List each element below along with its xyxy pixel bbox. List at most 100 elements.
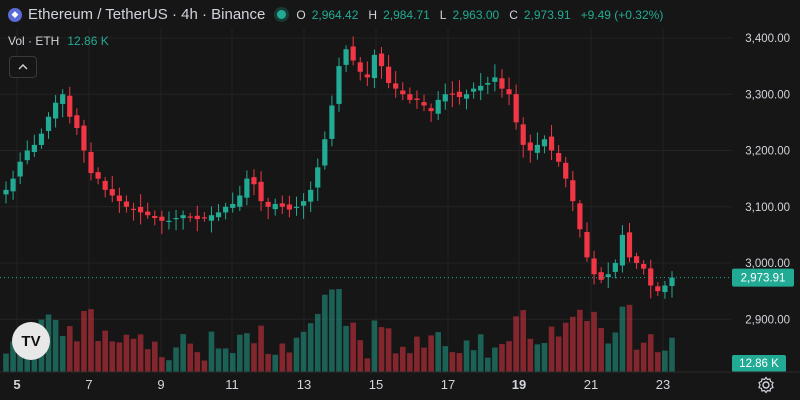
volume-bar (52, 319, 59, 372)
open-label: O (296, 7, 306, 22)
volume-bar (74, 341, 80, 372)
candle-body (648, 268, 654, 286)
ethereum-icon: ◆ (8, 7, 22, 22)
last-price-label: 2,973.91 (741, 273, 786, 285)
candle-body (102, 180, 108, 190)
candle-body (215, 212, 222, 218)
candle-body (414, 98, 420, 100)
chevron-up-icon (18, 64, 28, 70)
x-tick-label: 19 (512, 377, 526, 392)
volume-bar (265, 353, 271, 372)
x-tick-label: 13 (297, 377, 311, 392)
candle-body (322, 139, 328, 166)
high-value: 2,984.71 (383, 7, 430, 22)
volume-bar (300, 331, 307, 372)
volume-badge-label: 12.86 K (739, 358, 779, 370)
candle-body (343, 49, 349, 65)
candle-body (591, 258, 597, 275)
volume-bar (655, 352, 661, 372)
candle-body (577, 203, 583, 230)
volume-bar (173, 347, 179, 372)
volume-bar (577, 309, 583, 372)
volume-bar (484, 357, 491, 372)
candle-body (506, 89, 512, 95)
ohlc-values: O 2,964.42 H 2,984.71 L 2,963.00 C 2,973… (296, 8, 667, 22)
candle-body (52, 102, 59, 119)
market-status-icon (277, 10, 287, 19)
candle-body (81, 125, 87, 151)
volume-bar (151, 341, 158, 372)
chart-grid (0, 28, 732, 372)
candle-body (619, 234, 626, 266)
candle-body (527, 142, 533, 151)
candle-body (272, 203, 278, 210)
y-tick-label: 3,200.00 (745, 146, 790, 158)
candle-body (230, 203, 236, 208)
volume-bar (222, 348, 229, 372)
volume-bar (555, 336, 562, 372)
candle-body (251, 177, 257, 185)
volume-value: 12.86 K (67, 34, 109, 48)
volume-bar (343, 325, 349, 372)
volume-bar (201, 360, 208, 372)
candle-body (357, 62, 363, 72)
candle-body (74, 115, 80, 128)
candle-body (180, 215, 186, 219)
candle-body (563, 162, 569, 179)
close-value: 2,973.91 (523, 7, 571, 22)
symbol-legend[interactable]: ◆ Ethereum / TetherUS · 4h · Binance O 2… (8, 6, 667, 23)
candle-body (598, 272, 604, 280)
volume-bar (442, 346, 449, 372)
volume-bar (591, 311, 597, 372)
tradingview-logo[interactable]: TV (12, 322, 50, 360)
volume-bar (208, 331, 215, 372)
x-tick-label: 15 (369, 377, 383, 392)
candle-body (88, 151, 94, 173)
candle-body (159, 216, 165, 221)
volume-bar (640, 342, 647, 372)
volume-bar (584, 320, 590, 372)
volume-bar (3, 353, 9, 372)
x-tick-label: 9 (157, 377, 164, 392)
candle-body (626, 232, 633, 258)
candle-body (60, 94, 66, 104)
volume-bar (244, 333, 250, 372)
volume-bar (357, 340, 364, 372)
volume-bar (307, 323, 314, 372)
collapse-legend-button[interactable] (9, 56, 37, 78)
volume-bar (336, 289, 342, 372)
candle-body (641, 263, 647, 269)
candle-body (194, 215, 200, 220)
candle-body (371, 54, 378, 78)
volume-bar (435, 332, 441, 372)
x-tick-label: 5 (13, 377, 20, 392)
candle-body (336, 66, 342, 104)
volume-bar (371, 320, 378, 372)
volume-bar (506, 341, 512, 372)
candle-body (541, 139, 548, 147)
volume-bar (647, 334, 654, 372)
gear-icon[interactable] (757, 376, 775, 394)
candle-body (244, 178, 250, 198)
volume-bar (407, 353, 413, 372)
candle-body (300, 201, 307, 206)
candle-body (393, 83, 399, 89)
volume-bars (3, 289, 675, 372)
volume-legend[interactable]: Vol · ETH 12.86 K (8, 34, 109, 48)
candle-body (258, 181, 264, 202)
y-tick-label: 3,100.00 (745, 202, 790, 214)
candle-body (286, 204, 293, 210)
volume-bar (109, 341, 116, 372)
candle-body (463, 94, 470, 99)
candle-body (400, 90, 406, 95)
candle-body (478, 85, 484, 91)
candle-body (315, 167, 321, 188)
volume-bar (414, 336, 420, 372)
candle-body (449, 93, 455, 95)
symbol-title[interactable]: Ethereum / TetherUS · 4h · Binance (28, 6, 266, 23)
volume-bar (378, 327, 385, 372)
candle-body (435, 99, 441, 114)
candle-body (123, 201, 130, 207)
x-tick-label: 11 (225, 377, 239, 392)
